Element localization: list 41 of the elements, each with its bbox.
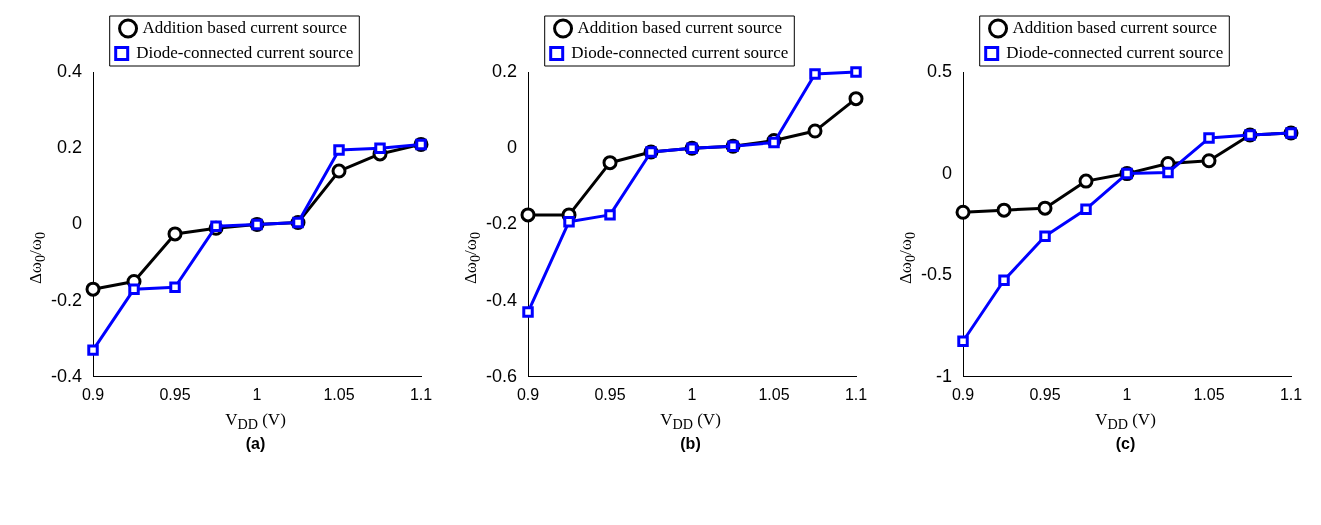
y-tick-label: 0.4 bbox=[56, 60, 83, 81]
text: (b) bbox=[679, 435, 702, 454]
y-tick-label: -0.4 bbox=[485, 289, 518, 310]
x-tick-label: 0.9 bbox=[516, 385, 540, 403]
y-tick-label: -0.5 bbox=[920, 264, 953, 285]
legend-label: Diode-connected current source bbox=[571, 42, 789, 62]
legend-label: Diode-connected current source bbox=[136, 42, 354, 62]
y-tick-label: 0 bbox=[942, 162, 953, 183]
x-tick-label: 1 bbox=[1122, 385, 1132, 403]
y-tick-label: -0.4 bbox=[50, 365, 83, 386]
x-tick-label: 0.95 bbox=[594, 385, 626, 403]
x-tick-label: 1.1 bbox=[1279, 385, 1303, 403]
x-axis-title: V$_{DD}$ (V) bbox=[224, 410, 287, 434]
y-tick-label: -1 bbox=[936, 365, 953, 386]
y-tick-label: 0.2 bbox=[491, 60, 518, 81]
x-tick-label: 0.95 bbox=[1029, 385, 1061, 403]
x-tick-label: 1.05 bbox=[758, 385, 790, 403]
legend-label: Addition based current source bbox=[1012, 17, 1217, 37]
y-tick-label: 0 bbox=[72, 213, 83, 234]
text: (c) bbox=[1114, 435, 1137, 454]
x-tick-label: 1 bbox=[252, 385, 262, 403]
x-axis-title: V$_{DD}$ (V) bbox=[659, 410, 722, 434]
x-tick-label: 0.9 bbox=[81, 385, 105, 403]
x-axis-title: V$_{DD}$ (V) bbox=[1094, 410, 1157, 434]
x-tick-label: 0.95 bbox=[159, 385, 191, 403]
y-tick-label: 0.2 bbox=[56, 137, 83, 158]
x-tick-label: 1.1 bbox=[844, 385, 868, 403]
x-tick-label: 1 bbox=[687, 385, 697, 403]
y-tick-label: -0.2 bbox=[485, 213, 518, 234]
x-tick-label: 1.05 bbox=[323, 385, 355, 403]
x-tick-label: 0.9 bbox=[951, 385, 975, 403]
legend-label: Diode-connected current source bbox=[1006, 42, 1224, 62]
x-tick-label: 1.1 bbox=[409, 385, 433, 403]
y-tick-label: 0 bbox=[507, 137, 518, 158]
y-tick-label: -0.2 bbox=[50, 289, 83, 310]
x-tick-label: 1.05 bbox=[1193, 385, 1225, 403]
y-tick-label: -0.6 bbox=[485, 365, 518, 386]
legend-label: Addition based current source bbox=[577, 17, 782, 37]
legend-label: Addition based current source bbox=[142, 17, 347, 37]
text: (a) bbox=[244, 435, 267, 454]
y-tick-label: 0.5 bbox=[926, 60, 953, 81]
